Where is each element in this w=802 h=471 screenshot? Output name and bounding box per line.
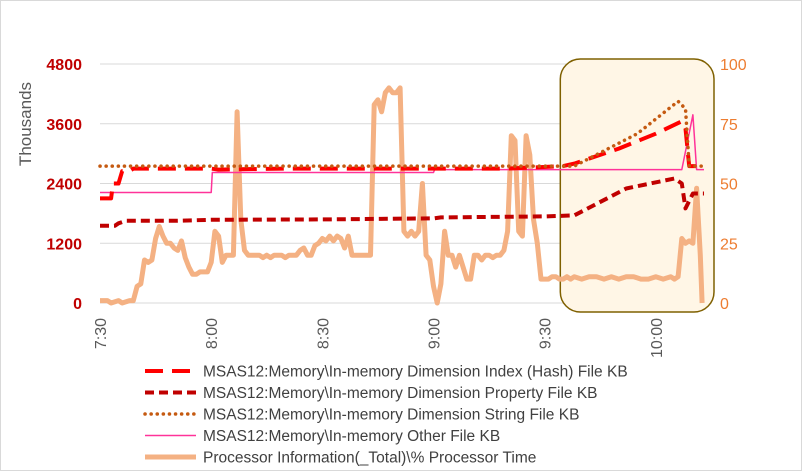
legend-label: MSAS12:Memory\In-memory Other File KB (203, 428, 500, 445)
legend-label: MSAS12:Memory\In-memory Dimension Index … (203, 364, 628, 381)
series-line-4 (100, 85, 705, 306)
x-tick-label: 9:00 (426, 318, 443, 349)
legend: MSAS12:Memory\In-memory Dimension Index … (143, 364, 628, 467)
left-tick-label: 4800 (46, 57, 82, 74)
right-tick-label: 0 (720, 296, 729, 313)
left-tick-label: 2400 (46, 177, 82, 194)
x-tick-label: 7:30 (93, 318, 110, 349)
x-axis-ticks: 7:30 8:00 8:30 9:00 9:30 10:00 (93, 318, 666, 358)
x-tick-label: 9:30 (538, 318, 555, 349)
highlight-region (559, 58, 715, 313)
right-tick-label: 25 (720, 236, 738, 253)
legend-label: MSAS12:Memory\In-memory Dimension String… (203, 407, 579, 424)
right-tick-label: 75 (720, 117, 738, 134)
left-axis-ticks: 0 1200 2400 3600 4800 (46, 57, 82, 313)
legend-label: MSAS12:Memory\In-memory Dimension Proper… (203, 385, 598, 402)
x-tick-label: 8:30 (315, 318, 332, 349)
highlight-box (559, 58, 715, 313)
series-line-2 (98, 99, 706, 168)
right-tick-label: 50 (720, 177, 738, 194)
left-axis-title: Thousands (16, 82, 35, 166)
legend-label: Processor Information(_Total)\% Processo… (203, 450, 536, 467)
series-lines (98, 85, 706, 306)
left-tick-label: 0 (73, 296, 82, 313)
left-tick-label: 1200 (46, 236, 82, 253)
x-tick-label: 10:00 (649, 318, 666, 358)
left-tick-label: 3600 (46, 117, 82, 134)
x-tick-label: 8:00 (204, 318, 221, 349)
series-line-0 (100, 119, 704, 201)
series-line-1 (100, 176, 704, 228)
right-tick-label: 100 (720, 57, 747, 74)
right-axis-ticks: 0 25 50 75 100 (720, 57, 747, 313)
